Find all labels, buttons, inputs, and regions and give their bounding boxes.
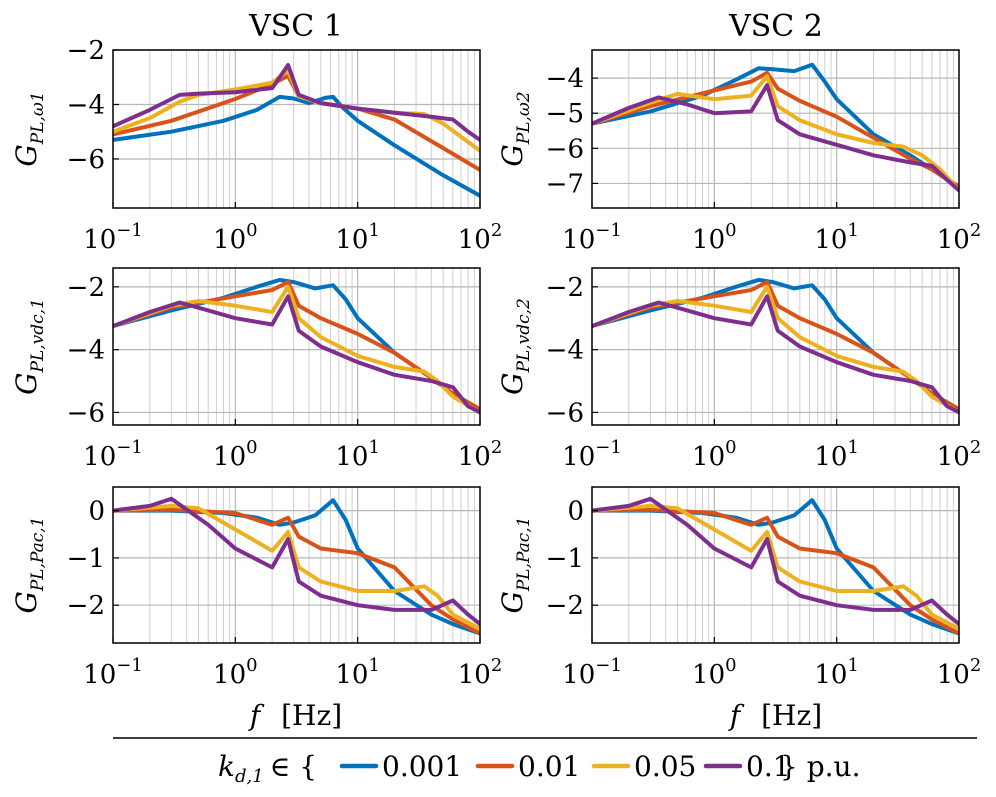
y-axis-label: GPL,vdc,1 bbox=[10, 298, 48, 395]
xlabel-left: f [Hz] bbox=[248, 699, 342, 732]
legend-k-sub: d,1 bbox=[235, 766, 264, 787]
x-tick-label: 102 bbox=[458, 437, 503, 472]
x-tick-label: 100 bbox=[213, 655, 258, 690]
axis-frame bbox=[112, 49, 481, 209]
x-tick-label: 10−1 bbox=[562, 437, 622, 472]
y-tick-label: −2 bbox=[67, 591, 105, 621]
panel-vsc2-vdc: −2 −4 −6 10−1 100 101 102 GPL,vdc,2 bbox=[496, 267, 982, 472]
axis-frame bbox=[591, 49, 960, 209]
legend-items: 0.001 0.01 0.05 0.1 bbox=[339, 750, 791, 783]
x-tick-label: 10−1 bbox=[83, 655, 143, 690]
y-tick-label: −6 bbox=[546, 134, 584, 164]
legend-k: k bbox=[218, 750, 235, 783]
legend-label-0.01: 0.01 bbox=[518, 750, 580, 783]
y-tick-label: −6 bbox=[67, 145, 105, 175]
col-title-vsc2: VSC 2 bbox=[728, 9, 823, 44]
y-tick-label: −5 bbox=[546, 99, 584, 129]
x-tick-label: 100 bbox=[692, 655, 737, 690]
panel-vsc2-omega: −4 −5 −6 −7 10−1 100 101 102 GPL,ω2 bbox=[496, 49, 982, 255]
xlabel-right-f: f bbox=[728, 699, 745, 732]
legend-prefix: kd,1 ∈ { bbox=[218, 750, 317, 787]
y-axis-label: GPL,ω1 bbox=[10, 91, 48, 166]
panel-vsc2-pac: 0 −1 −2 10−1 100 101 102 GPL,Pac,1 bbox=[496, 486, 982, 690]
axis-frame bbox=[591, 267, 960, 426]
x-tick-label: 10−1 bbox=[562, 655, 622, 690]
series-line-0.1 bbox=[113, 496, 480, 627]
x-tick-label: 101 bbox=[335, 437, 380, 472]
x-tick-label: 100 bbox=[692, 220, 737, 255]
series-line-0.05 bbox=[592, 284, 959, 415]
x-tick-label: 101 bbox=[814, 220, 859, 255]
col-title-vsc1: VSC 1 bbox=[248, 9, 343, 44]
y-tick-label: −4 bbox=[546, 64, 584, 94]
x-tick-label: 102 bbox=[937, 437, 982, 472]
y-axis-label: GPL,ω2 bbox=[496, 91, 534, 166]
panel-vsc1-omega: −2 −4 −6 10−1 100 101 102 GPL,ω1 bbox=[10, 36, 502, 255]
y-tick-label: −1 bbox=[67, 544, 105, 574]
x-tick-label: 10−1 bbox=[83, 220, 143, 255]
x-tick-label: 101 bbox=[335, 220, 380, 255]
series-line-0.05 bbox=[592, 74, 959, 193]
series-line-0.01 bbox=[113, 280, 480, 412]
y-tick-label: −6 bbox=[67, 398, 105, 428]
x-tick-label: 100 bbox=[213, 437, 258, 472]
y-tick-label: −6 bbox=[546, 398, 584, 428]
panel-vsc1-vdc: −2 −4 −6 10−1 100 101 102 GPL,vdc,1 bbox=[10, 267, 503, 472]
series-line-0.01 bbox=[592, 280, 959, 412]
series-line-0.05 bbox=[592, 503, 959, 631]
panels: −2 −4 −6 10−1 100 101 102 GPL,ω1 −4 −5 −6 −7 10−1 100… bbox=[10, 36, 981, 690]
y-tick-label: 0 bbox=[567, 497, 584, 527]
y-tick-label: −7 bbox=[546, 169, 584, 199]
y-tick-label: 0 bbox=[88, 497, 105, 527]
x-tick-label: 101 bbox=[335, 655, 380, 690]
series-line-0.1 bbox=[592, 83, 959, 193]
y-tick-label: −4 bbox=[67, 336, 105, 366]
x-tick-label: 102 bbox=[937, 655, 982, 690]
axis-frame bbox=[591, 486, 960, 644]
x-tick-label: 10−1 bbox=[562, 220, 622, 255]
xlabel-right: f [Hz] bbox=[728, 699, 822, 732]
legend: kd,1 ∈ { 0.001 0.01 0.05 0.1 } p.u. bbox=[218, 750, 860, 787]
legend-label-0.1: 0.1 bbox=[746, 750, 791, 783]
panel-vsc1-pac: 0 −1 −2 10−1 100 101 102 GPL,Pac,1 bbox=[10, 486, 503, 690]
legend-suffix: } p.u. bbox=[780, 750, 860, 783]
x-tick-label: 10−1 bbox=[83, 437, 143, 472]
y-tick-label: −2 bbox=[546, 591, 584, 621]
x-tick-label: 101 bbox=[814, 655, 859, 690]
legend-label-0.001: 0.001 bbox=[382, 750, 462, 783]
y-tick-label: −2 bbox=[546, 273, 584, 303]
xlabel-left-unit: [Hz] bbox=[281, 699, 342, 732]
xlabel-right-unit: [Hz] bbox=[761, 699, 822, 732]
x-tick-label: 102 bbox=[937, 220, 982, 255]
series-line-0.1 bbox=[113, 294, 480, 415]
x-tick-label: 102 bbox=[458, 220, 503, 255]
y-tick-label: −4 bbox=[67, 90, 105, 120]
series-line-0.001 bbox=[113, 94, 480, 198]
series-line-0.01 bbox=[592, 70, 959, 189]
y-tick-label: −2 bbox=[67, 273, 105, 303]
y-axis-label: GPL,vdc,2 bbox=[496, 298, 534, 395]
x-tick-label: 100 bbox=[213, 220, 258, 255]
y-axis-label: GPL,Pac,1 bbox=[496, 516, 534, 613]
x-tick-label: 101 bbox=[814, 437, 859, 472]
x-tick-label: 102 bbox=[458, 655, 503, 690]
xlabel-left-f: f bbox=[248, 699, 265, 732]
y-tick-label: −4 bbox=[546, 336, 584, 366]
series-line-0.1 bbox=[592, 496, 959, 627]
axis-frame bbox=[112, 267, 481, 426]
y-tick-label: −2 bbox=[67, 36, 105, 66]
y-tick-label: −1 bbox=[546, 544, 584, 574]
legend-label-0.05: 0.05 bbox=[634, 750, 696, 783]
series-line-0.05 bbox=[113, 284, 480, 415]
x-tick-label: 100 bbox=[692, 437, 737, 472]
series-line-0.1 bbox=[113, 63, 480, 142]
y-axis-label: GPL,Pac,1 bbox=[10, 516, 48, 613]
axis-frame bbox=[112, 486, 481, 644]
legend-in: ∈ { bbox=[270, 750, 317, 783]
series-line-0.05 bbox=[113, 503, 480, 631]
series-line-0.1 bbox=[592, 294, 959, 415]
